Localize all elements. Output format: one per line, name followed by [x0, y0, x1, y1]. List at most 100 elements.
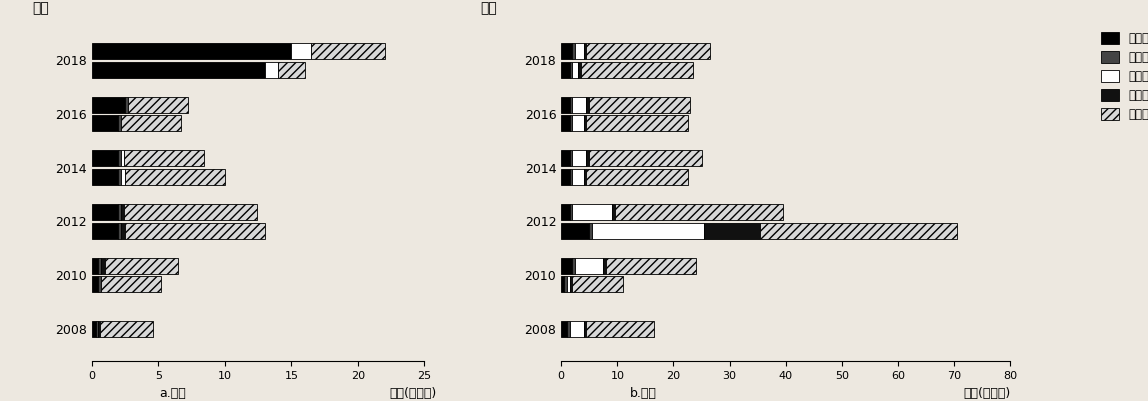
Bar	[569, 97, 573, 113]
Bar	[125, 97, 127, 113]
Bar	[121, 204, 124, 220]
Bar	[92, 204, 118, 220]
Bar	[99, 276, 101, 292]
Bar	[101, 276, 161, 292]
Bar	[92, 62, 265, 78]
Bar	[589, 223, 592, 239]
Bar	[569, 204, 573, 220]
Text: b.出口: b.出口	[629, 387, 657, 400]
Text: a.进口: a.进口	[158, 387, 186, 400]
Text: 总额(亿英元): 总额(亿英元)	[389, 387, 436, 400]
Bar	[569, 321, 583, 337]
Bar	[589, 97, 690, 113]
Bar	[99, 321, 100, 337]
Bar	[573, 169, 583, 185]
Bar	[612, 204, 614, 220]
Bar	[573, 97, 587, 113]
Bar	[92, 97, 125, 113]
Text: 总额(亿英元): 总额(亿英元)	[963, 387, 1010, 400]
Bar	[575, 43, 583, 59]
Bar	[573, 62, 579, 78]
Bar	[92, 257, 99, 273]
Bar	[561, 43, 573, 59]
Bar	[567, 321, 569, 337]
Bar	[124, 204, 257, 220]
Bar	[292, 43, 311, 59]
Bar	[278, 62, 304, 78]
Bar	[124, 150, 203, 166]
Bar	[583, 115, 587, 132]
Bar	[561, 115, 569, 132]
Bar	[587, 115, 688, 132]
Bar	[569, 62, 573, 78]
Bar	[561, 169, 569, 185]
Bar	[583, 321, 587, 337]
Bar	[121, 115, 181, 132]
Bar	[121, 223, 125, 239]
Bar	[573, 115, 583, 132]
Bar	[121, 169, 125, 185]
Bar	[101, 257, 106, 273]
Bar	[614, 204, 783, 220]
Bar	[118, 150, 121, 166]
Bar	[760, 223, 957, 239]
Bar	[561, 204, 569, 220]
Bar	[564, 276, 567, 292]
Bar	[118, 223, 121, 239]
Bar	[121, 150, 124, 166]
Bar	[92, 115, 118, 132]
Bar	[569, 169, 573, 185]
Bar	[92, 169, 118, 185]
Bar	[311, 43, 385, 59]
Bar	[604, 257, 606, 273]
Bar	[579, 62, 581, 78]
Bar	[118, 169, 121, 185]
Bar	[587, 169, 688, 185]
Bar	[125, 223, 265, 239]
Bar	[592, 223, 705, 239]
Bar	[561, 223, 589, 239]
Bar	[95, 321, 99, 337]
Bar	[569, 276, 573, 292]
Bar	[587, 43, 709, 59]
Bar	[118, 204, 121, 220]
Bar	[561, 257, 573, 273]
Bar	[561, 97, 569, 113]
Bar	[561, 150, 569, 166]
Bar	[587, 97, 589, 113]
Bar	[589, 150, 701, 166]
Bar	[561, 276, 564, 292]
Bar	[569, 115, 573, 132]
Bar	[92, 321, 95, 337]
Bar	[125, 169, 225, 185]
Bar	[92, 276, 99, 292]
Bar	[561, 321, 567, 337]
Bar	[561, 62, 569, 78]
Bar	[92, 43, 292, 59]
Bar	[118, 115, 121, 132]
Bar	[587, 150, 589, 166]
Bar	[127, 97, 187, 113]
Bar	[573, 150, 587, 166]
Bar	[575, 257, 604, 273]
Bar	[569, 150, 573, 166]
Text: 年份: 年份	[480, 1, 497, 15]
Bar	[567, 276, 569, 292]
Bar	[92, 150, 118, 166]
Bar	[583, 169, 587, 185]
Bar	[573, 257, 575, 273]
Bar	[100, 321, 153, 337]
Text: 年份: 年份	[32, 1, 48, 15]
Bar	[606, 257, 696, 273]
Bar	[265, 62, 278, 78]
Bar	[92, 223, 118, 239]
Bar	[583, 43, 587, 59]
Bar	[705, 223, 760, 239]
Legend: 矿物质稀土类, 稀土金属类, 混合稀土类, 錢合金类, 磁铁类: 矿物质稀土类, 稀土金属类, 混合稀土类, 錢合金类, 磁铁类	[1096, 27, 1148, 126]
Bar	[99, 257, 101, 273]
Bar	[573, 204, 612, 220]
Bar	[587, 321, 654, 337]
Bar	[573, 276, 623, 292]
Bar	[573, 43, 575, 59]
Bar	[106, 257, 178, 273]
